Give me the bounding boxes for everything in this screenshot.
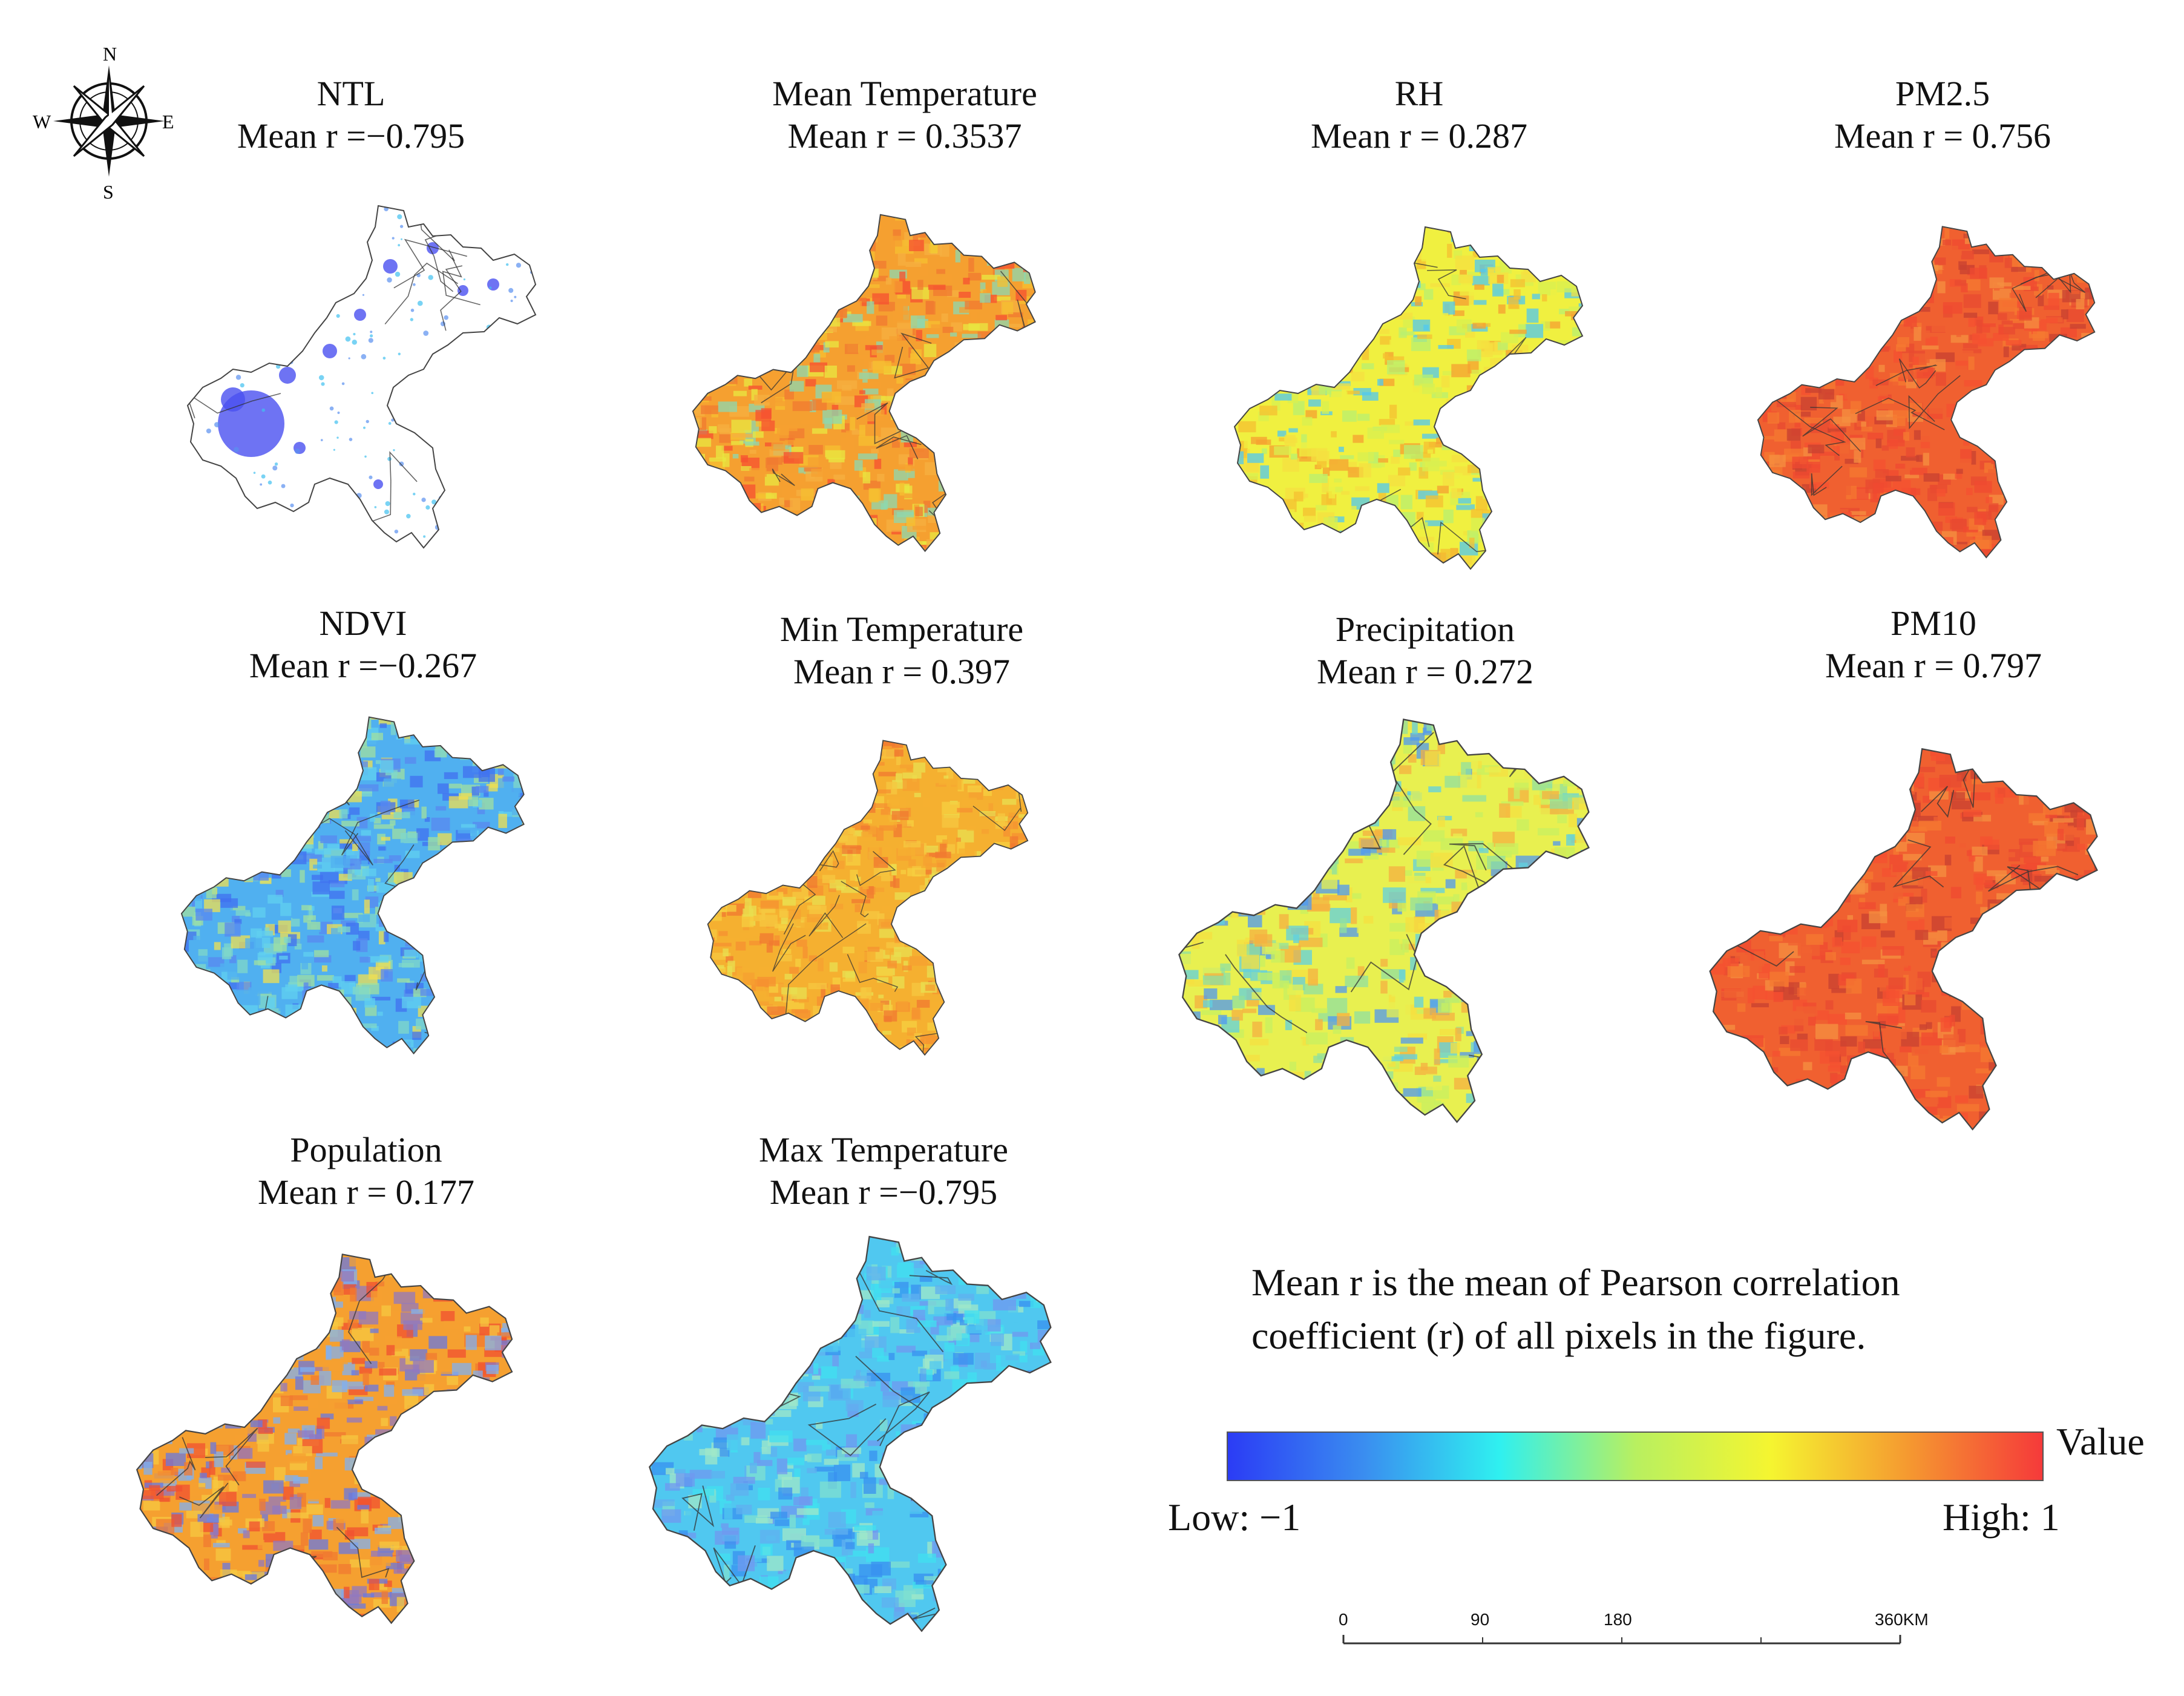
- figure-note: Mean r is the mean of Pearson correlatio…: [1251, 1256, 2099, 1362]
- panel-name: Mean Temperature: [772, 74, 1037, 113]
- map-raster: [649, 1237, 1051, 1631]
- map-max-temperature: [648, 1235, 1052, 1632]
- panel-stat: Mean r = 0.756: [1834, 116, 2051, 156]
- panel-title-ntl: NTL Mean r =−0.795: [79, 73, 623, 157]
- compass-rose-icon: N S E W: [33, 43, 174, 200]
- scale-tick-90: 90: [1471, 1610, 1490, 1629]
- panel-title-mean-temperature: Mean Temperature Mean r = 0.3537: [632, 73, 1177, 157]
- map-raster: [1235, 227, 1582, 569]
- map-mean-temperature: [692, 214, 1036, 553]
- scale-tick-0: 0: [1339, 1610, 1348, 1629]
- panel-name: NTL: [316, 74, 385, 113]
- scale-unit: KM: [1903, 1610, 1929, 1629]
- panel-stat: Mean r =−0.267: [249, 646, 477, 685]
- panel-title-population: Population Mean r = 0.177: [94, 1129, 638, 1214]
- panel-name: NDVI: [319, 603, 407, 643]
- panel-name: PM10: [1891, 603, 1976, 643]
- scale-bar: [1342, 1635, 1901, 1645]
- region-outline: [692, 214, 1036, 553]
- legend-title: Value: [2056, 1420, 2145, 1463]
- panel-title-min-temperature: Min Temperature Mean r = 0.397: [629, 608, 1174, 693]
- region-outline: [186, 205, 537, 549]
- map-ntl: [186, 205, 537, 549]
- map-raster: [137, 1254, 513, 1623]
- panel-title-rh: RH Mean r = 0.287: [1147, 73, 1691, 157]
- map-ndvi: [180, 716, 525, 1055]
- note-line-1: Mean r is the mean of Pearson correlatio…: [1251, 1261, 1900, 1304]
- map-population: [136, 1254, 513, 1625]
- panel-stat: Mean r =−0.795: [769, 1172, 998, 1212]
- map-pm10: [1709, 748, 2098, 1131]
- panel-stat: Mean r = 0.287: [1310, 116, 1528, 156]
- region-outline: [707, 740, 1029, 1056]
- map-rh: [1233, 226, 1584, 570]
- region-outline: [1178, 718, 1590, 1123]
- panel-name: Precipitation: [1335, 610, 1515, 649]
- panel-title-pm10: PM10 Mean r = 0.797: [1661, 602, 2184, 687]
- panel-title-pm25: PM2.5 Mean r = 0.756: [1670, 73, 2184, 157]
- scale-tick-360: 360KM: [1875, 1610, 1929, 1629]
- panel-stat: Mean r = 0.177: [257, 1172, 475, 1212]
- panel-name: PM2.5: [1895, 74, 1990, 113]
- panel-stat: Mean r = 0.797: [1825, 646, 2042, 685]
- panel-stat: Mean r = 0.397: [793, 652, 1011, 691]
- panel-stat: Mean r = 0.272: [1316, 652, 1534, 691]
- map-min-temperature: [707, 740, 1029, 1056]
- panel-name: Population: [290, 1130, 442, 1169]
- map-pm25: [1757, 226, 2096, 559]
- region-outline: [648, 1235, 1052, 1632]
- map-raster: [1710, 749, 2097, 1130]
- region-outline: [136, 1254, 513, 1625]
- note-line-2: coefficient (r) of all pixels in the fig…: [1251, 1314, 1866, 1357]
- panel-stat: Mean r = 0.3537: [787, 116, 1022, 156]
- compass-w: W: [33, 111, 51, 133]
- panel-stat: Mean r =−0.795: [237, 116, 465, 156]
- color-ramp-legend: [1227, 1431, 2044, 1481]
- panel-name: RH: [1394, 74, 1444, 113]
- map-raster: [1179, 719, 1589, 1122]
- panel-title-max-temperature: Max Temperature Mean r =−0.795: [611, 1129, 1156, 1214]
- compass-s: S: [103, 181, 114, 200]
- panel-name: Min Temperature: [779, 610, 1024, 649]
- region-outline: [1709, 748, 2098, 1131]
- scale-tick-360-value: 360: [1875, 1610, 1903, 1629]
- panel-title-ndvi: NDVI Mean r =−0.267: [91, 602, 635, 687]
- panel-name: Max Temperature: [759, 1130, 1008, 1169]
- region-outline: [180, 716, 525, 1055]
- region-outline: [1233, 226, 1584, 570]
- compass-e: E: [162, 111, 174, 133]
- legend-low-label: Low: −1: [1168, 1496, 1301, 1539]
- map-raster: [707, 740, 1028, 1055]
- map-raster: [692, 214, 1035, 551]
- map-raster: [1757, 226, 2095, 558]
- scale-tick-180: 180: [1604, 1610, 1632, 1629]
- legend-high-label: High: 1: [1943, 1496, 2060, 1539]
- map-raster: [181, 717, 524, 1054]
- panel-title-precipitation: Precipitation Mean r = 0.272: [1153, 608, 1697, 693]
- map-raster: [188, 206, 536, 548]
- region-outline: [1757, 226, 2096, 559]
- compass-n: N: [103, 43, 117, 65]
- map-precipitation: [1178, 718, 1590, 1123]
